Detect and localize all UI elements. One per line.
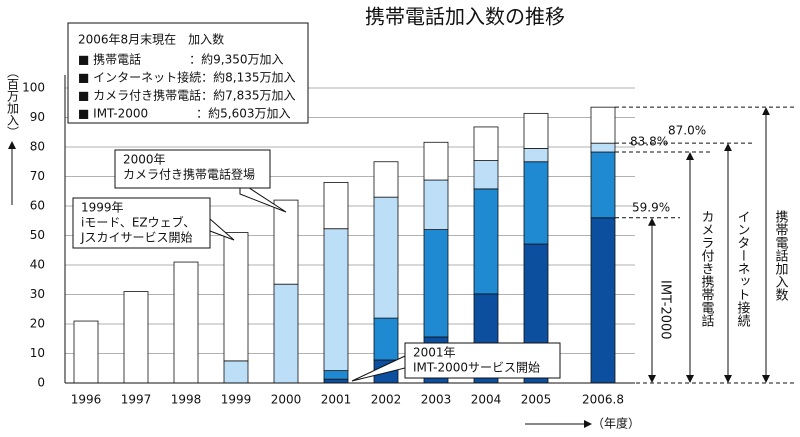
bar-segment	[523, 161, 549, 245]
x-tick-label: 1999	[221, 393, 252, 407]
x-axis-label: （年度）	[592, 416, 640, 431]
callout-text: IMT-2000サービス開始	[413, 361, 540, 375]
bar-segment	[590, 106, 616, 144]
bar-segment	[173, 261, 199, 384]
y-tick-label: 80	[30, 140, 45, 154]
bar-segment	[423, 179, 449, 230]
bar-segment	[523, 148, 549, 163]
callout-text: Jスカイサービス開始	[80, 231, 193, 245]
x-tick-label: 2004	[471, 393, 502, 407]
x-tick-label: 1997	[121, 393, 152, 407]
bar-segment	[473, 160, 499, 190]
x-tick-label: 2005	[521, 393, 552, 407]
callout-box	[404, 342, 561, 379]
bar-segment	[423, 141, 449, 181]
callout-box	[72, 197, 211, 249]
bar-segment	[73, 320, 99, 384]
legend-line: ■ IMT-2000 ：約5,603万加入	[78, 106, 291, 121]
bar-segment	[473, 188, 499, 295]
x-tick-label: 1996	[71, 393, 102, 407]
bar-segment	[590, 151, 616, 219]
bar-segment	[323, 378, 349, 384]
legend-line: ■ 携帯電話 ：約9,350万加入	[78, 52, 284, 67]
y-tick-label: 70	[30, 169, 45, 183]
y-tick-label: 0	[37, 376, 45, 390]
bar-segment	[223, 360, 249, 384]
series-label: カメラ付き携帯電話	[699, 210, 715, 327]
legend-heading: 2006年8月末現在 加入数	[78, 32, 224, 47]
y-tick-label: 20	[30, 317, 45, 331]
callout-text: カメラ付き携帯電話登場	[123, 167, 255, 182]
x-tick-label: 2002	[371, 393, 402, 407]
bar-segment	[323, 181, 349, 230]
x-tick-label: 2001	[321, 393, 352, 407]
y-tick-label: 50	[30, 228, 45, 242]
bar-segment	[223, 232, 249, 362]
series-label: インターネット接続	[735, 210, 751, 328]
y-tick-label: 60	[30, 199, 45, 213]
percent-label: 87.0%	[668, 124, 706, 138]
bar-segment	[373, 196, 399, 319]
percent-label: 59.9%	[632, 200, 670, 214]
legend-box	[67, 22, 309, 124]
y-tick-label: 90	[30, 110, 45, 124]
y-axis-label: （百万加入）	[6, 66, 20, 138]
legend-line: ■ インターネット接続：約8,135万加入	[78, 70, 296, 85]
callout-text: 2000年	[123, 153, 166, 167]
bar-segment	[590, 217, 616, 384]
callout-pointer	[209, 217, 235, 241]
callout-text: 1999年	[81, 201, 124, 215]
bar-segment	[373, 161, 399, 198]
x-tick-label: 1998	[171, 393, 202, 407]
y-tick-label: 100	[22, 81, 45, 95]
x-tick-label: 2000	[271, 393, 302, 407]
bar-segment	[273, 283, 299, 384]
callout-box	[114, 149, 271, 189]
series-label: 携帯電話加入数	[773, 209, 789, 301]
bar-segment	[373, 317, 399, 361]
y-tick-label: 10	[30, 346, 45, 360]
percent-label: 83.8%	[630, 135, 668, 149]
x-tick-label: 2006.8	[582, 393, 624, 407]
y-tick-label: 40	[30, 258, 45, 272]
bar-segment	[590, 142, 616, 153]
legend-line: ■ カメラ付き携帯電話：約7,835万加入	[78, 88, 296, 103]
bar-segment	[473, 126, 499, 161]
callout-text: iモード、EZウェブ、	[81, 215, 195, 230]
bar-segment	[273, 199, 299, 285]
chart-title: 携帯電話加入数の推移	[365, 5, 565, 29]
series-label: IMT-2000	[658, 280, 673, 340]
y-tick-label: 30	[30, 287, 45, 301]
callout-text: 2001年	[413, 346, 456, 360]
x-tick-label: 2003	[421, 393, 452, 407]
bar-segment	[423, 229, 449, 338]
bar-segment	[323, 370, 349, 380]
bar-segment	[323, 228, 349, 372]
bar-segment	[523, 112, 549, 149]
bar-segment	[123, 291, 149, 384]
